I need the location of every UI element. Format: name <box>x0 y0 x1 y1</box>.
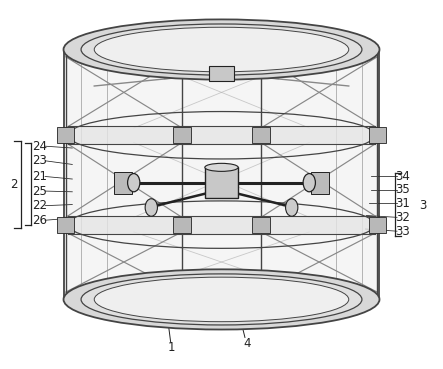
Text: 3: 3 <box>419 199 426 212</box>
Ellipse shape <box>63 20 380 80</box>
Ellipse shape <box>94 27 349 72</box>
Ellipse shape <box>81 24 362 75</box>
Bar <box>68 215 375 234</box>
Bar <box>173 127 191 143</box>
Ellipse shape <box>94 277 349 322</box>
Ellipse shape <box>145 199 157 216</box>
Text: 32: 32 <box>395 211 410 224</box>
Text: 25: 25 <box>32 184 47 197</box>
Text: 35: 35 <box>395 183 410 196</box>
Text: 2: 2 <box>11 178 18 191</box>
Bar <box>68 126 375 144</box>
Ellipse shape <box>81 274 362 325</box>
Text: 26: 26 <box>32 214 47 227</box>
Ellipse shape <box>128 173 140 192</box>
Text: 21: 21 <box>32 170 47 183</box>
Bar <box>205 168 238 198</box>
Bar <box>252 127 270 143</box>
Ellipse shape <box>286 199 298 216</box>
Ellipse shape <box>63 269 380 330</box>
Bar <box>369 217 386 233</box>
Text: 24: 24 <box>32 140 47 153</box>
Bar <box>311 172 329 194</box>
Bar <box>66 55 377 307</box>
Ellipse shape <box>205 163 238 171</box>
Bar <box>252 217 270 233</box>
Ellipse shape <box>303 173 315 192</box>
Bar <box>114 172 132 194</box>
Text: 23: 23 <box>32 154 47 167</box>
Bar <box>173 217 191 233</box>
Bar <box>369 127 386 143</box>
Text: 1: 1 <box>167 341 175 355</box>
Text: 31: 31 <box>395 197 410 210</box>
Bar <box>209 66 234 80</box>
Text: 33: 33 <box>395 225 410 238</box>
Text: 22: 22 <box>32 199 47 212</box>
Bar <box>57 127 74 143</box>
Bar <box>57 217 74 233</box>
Text: 4: 4 <box>243 337 251 350</box>
Text: 34: 34 <box>395 170 410 183</box>
